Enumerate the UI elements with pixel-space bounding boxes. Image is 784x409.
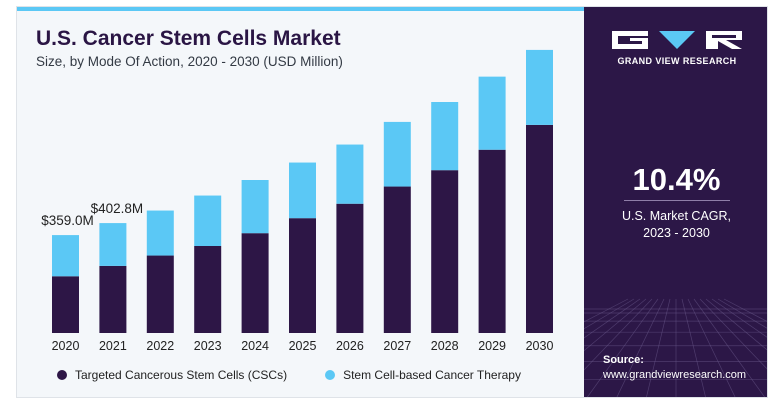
cagr-value: 10.4%	[632, 162, 721, 197]
bar-csc-2023	[194, 246, 222, 333]
bar-csc-2020	[52, 276, 79, 333]
bar-therapy-2022	[146, 210, 174, 256]
legend-label-therapy: Stem Cell-based Cancer Therapy	[343, 368, 521, 382]
bar-therapy-2030	[526, 49, 553, 125]
data-label-2020: $359.0M	[41, 213, 94, 228]
accent-top-line	[17, 7, 584, 11]
bar-csc-2027	[383, 186, 411, 333]
bar-csc-2021	[99, 265, 127, 333]
legend-swatch-csc	[57, 370, 67, 380]
x-tick-label-2024: 2024	[241, 339, 269, 353]
bar-therapy-2024	[241, 180, 269, 234]
source-url[interactable]: www.grandviewresearch.com	[603, 369, 747, 381]
legend-item-csc: Targeted Cancerous Stem Cells (CSCs)	[57, 368, 287, 382]
bar-therapy-2021	[99, 223, 127, 266]
stacked-bar-chart: 2020 2021 2022 2023 2024 2025 2026 2027 2028 2029…	[41, 49, 554, 353]
logo-g-icon	[612, 31, 648, 49]
x-tick-label-2028: 2028	[431, 339, 459, 353]
x-tick-label-2030: 2030	[526, 339, 554, 353]
bar-csc-2030	[526, 124, 553, 333]
data-label-2021: $402.8M	[91, 201, 144, 216]
side-panel: GRAND VIEW RESEARCH 10.4% U.S. Market CA…	[584, 7, 767, 397]
cagr-divider	[624, 200, 730, 201]
infographic-card: 2020 2021 2022 2023 2024 2025 2026 2027 2028 2029…	[16, 6, 768, 398]
bar-csc-2024	[241, 233, 269, 333]
legend-swatch-therapy	[325, 370, 336, 380]
brand-name: GRAND VIEW RESEARCH	[617, 56, 737, 66]
legend-item-therapy: Stem Cell-based Cancer Therapy	[325, 368, 521, 382]
logo-v-icon	[659, 31, 695, 49]
cagr-label-line1: U.S. Market CAGR,	[621, 209, 732, 223]
logo-r-icon	[706, 31, 742, 49]
x-tick-label-2026: 2026	[336, 339, 364, 353]
x-tick-label-2021: 2021	[99, 339, 127, 353]
perspective-grid-decoration	[584, 298, 767, 397]
x-tick-label-2022: 2022	[146, 339, 174, 353]
x-tick-label-2020: 2020	[52, 339, 80, 353]
logo-mark	[610, 29, 744, 51]
cagr-label: U.S. Market CAGR, 2023 - 2030	[584, 208, 767, 242]
bar-therapy-2027	[383, 121, 411, 187]
chart-title: U.S. Cancer Stem Cells Market	[36, 27, 341, 50]
bar-therapy-2020	[52, 235, 79, 277]
chart-subtitle: Size, by Mode Of Action, 2020 - 2030 (US…	[36, 54, 343, 69]
bar-csc-2025	[289, 218, 316, 333]
bar-therapy-2026	[336, 144, 364, 204]
bar-csc-2026	[336, 203, 364, 333]
bar-csc-2022	[146, 255, 174, 333]
bar-csc-2028	[431, 170, 459, 333]
bar-therapy-2029	[478, 76, 506, 150]
bar-therapy-2028	[431, 102, 459, 171]
bar-therapy-2023	[194, 195, 222, 246]
brand-logo: GRAND VIEW RESEARCH	[610, 29, 744, 66]
bar-therapy-2025	[289, 162, 316, 219]
x-tick-label-2027: 2027	[383, 339, 411, 353]
source-note: Source: www.grandviewresearch.com	[603, 353, 746, 383]
x-tick-label-2023: 2023	[194, 339, 222, 353]
chart-legend: Targeted Cancerous Stem Cells (CSCs) Ste…	[57, 368, 559, 382]
cagr-label-line2: 2023 - 2030	[643, 226, 710, 240]
bar-csc-2029	[478, 149, 506, 333]
x-tick-label-2025: 2025	[289, 339, 317, 353]
legend-label-csc: Targeted Cancerous Stem Cells (CSCs)	[75, 368, 288, 382]
source-label: Source:	[603, 354, 644, 366]
x-tick-label-2029: 2029	[478, 339, 506, 353]
